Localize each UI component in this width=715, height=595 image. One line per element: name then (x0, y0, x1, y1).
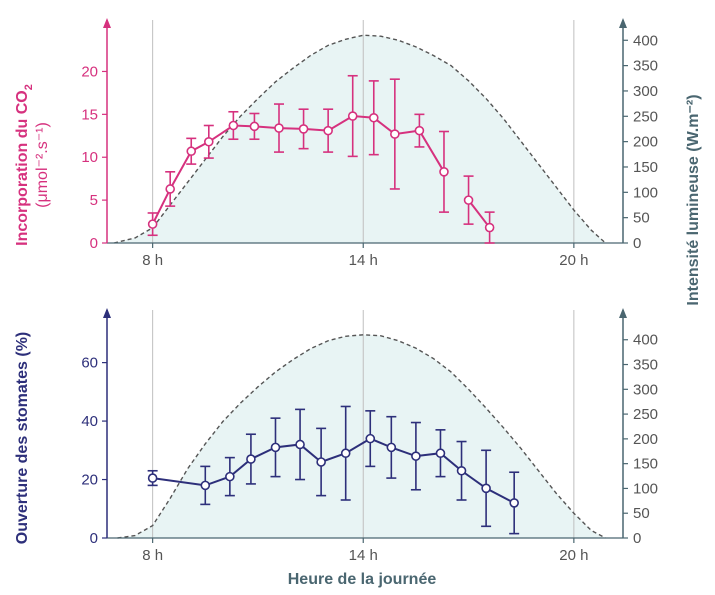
top-data-point-0-8 (323, 125, 333, 136)
top-x-tick-label-0: 8 h (142, 252, 163, 269)
bottom-right-tick-label-6: 300 (633, 381, 658, 398)
bottom-data-point-0-0 (147, 473, 158, 483)
bottom-right-tick-label-3: 150 (633, 456, 658, 473)
bottom-data-point-0-1 (200, 480, 211, 491)
top-data-point-0-2 (186, 146, 197, 157)
top-data-point-0-5 (249, 121, 260, 132)
top-data-point-1-1 (484, 222, 495, 233)
top-right-axis-arrow (619, 18, 627, 28)
bottom-data-point-0-11 (435, 448, 446, 459)
bottom-data-point-0-10 (411, 451, 421, 461)
top-left-tick-label-3: 15 (81, 106, 98, 123)
right-axis-title: Intensité lumineuse (W.m⁻²) (685, 94, 702, 305)
top-right-tick-label-0: 0 (633, 235, 641, 252)
top-right-tick-label-8: 400 (633, 32, 658, 49)
top-right-tick-label-3: 150 (633, 159, 658, 176)
bottom-x-tick-label-0: 8 h (142, 547, 163, 564)
bottom-x-tick-label-1: 14 h (349, 547, 378, 564)
top-right-tick-label-7: 350 (633, 58, 658, 75)
bottom-left-tick-label-1: 20 (81, 472, 98, 489)
top-right-tick-label-1: 50 (633, 210, 650, 227)
top-left-tick-label-0: 0 (90, 235, 98, 252)
top-data-point-0-1 (165, 184, 175, 194)
top-data-point-0-6 (274, 123, 284, 133)
top-light-curve (113, 34, 606, 244)
bottom-data-point-0-8 (365, 433, 376, 444)
top-left-axis-unit: (μmol⁻².s⁻¹) (34, 122, 51, 208)
bottom-x-tick-label-2: 20 h (559, 547, 588, 564)
bottom-data-point-0-4 (270, 442, 281, 453)
top-x-tick-label-1: 14 h (349, 252, 378, 269)
top-left-axis-title: Incorporation du CO2 (14, 84, 35, 246)
top-data-point-0-12 (414, 125, 425, 136)
bottom-data-point-0-3 (246, 454, 256, 464)
top-right-tick-label-4: 200 (633, 134, 658, 151)
bottom-light-area (117, 334, 606, 538)
bottom-left-axis-arrow (103, 308, 111, 318)
bottom-data-point-0-9 (386, 442, 397, 453)
top-data-point-0-13 (439, 167, 449, 177)
bottom-right-tick-label-5: 250 (633, 406, 658, 423)
top-data-point-0-10 (368, 112, 379, 123)
top-left-tick-label-2: 10 (81, 149, 98, 166)
top-data-point-1-0 (463, 195, 474, 205)
bottom-left-tick-label-3: 60 (81, 355, 98, 372)
top-right-tick-label-5: 250 (633, 108, 658, 125)
bottom-right-tick-label-4: 200 (633, 431, 658, 448)
bottom-left-tick-label-0: 0 (90, 530, 98, 547)
top-series-1-line (467, 199, 491, 229)
bottom-data-point-0-7 (340, 448, 351, 459)
top-x-tick-label-2: 20 h (559, 252, 588, 269)
top-data-point-0-7 (298, 124, 309, 134)
bottom-left-axis-title: Ouverture des stomates (%) (14, 332, 31, 545)
bottom-right-axis-arrow (619, 308, 627, 318)
bottom-data-point-0-14 (509, 498, 519, 508)
bottom-right-tick-label-1: 50 (633, 505, 650, 522)
top-right-tick-label-2: 100 (633, 184, 658, 201)
bottom-data-point-0-6 (316, 457, 326, 467)
bottom-right-tick-label-7: 350 (633, 357, 658, 374)
bottom-right-tick-label-2: 100 (633, 480, 658, 497)
top-data-point-0-3 (203, 136, 214, 147)
top-left-tick-label-4: 20 (81, 63, 98, 80)
bottom-data-point-0-12 (456, 465, 467, 476)
x-axis-title: Heure de la journée (288, 571, 437, 588)
bottom-data-point-0-2 (225, 471, 235, 482)
top-left-tick-label-1: 5 (90, 192, 98, 209)
bottom-right-tick-label-8: 400 (633, 332, 658, 349)
top-light-area (114, 35, 606, 243)
top-left-axis-arrow (103, 18, 111, 28)
bottom-data-point-0-13 (481, 483, 491, 494)
top-data-point-0-9 (347, 111, 358, 121)
bottom-right-tick-label-0: 0 (633, 530, 641, 547)
top-data-point-0-4 (228, 120, 239, 131)
bottom-data-point-0-5 (295, 439, 305, 450)
bottom-left-tick-label-2: 40 (81, 413, 98, 430)
stomata-opening-panel: 0 20 40 60 0 50 100 150 200 250 300 350 400 8 h 14 h 20… (81, 308, 658, 564)
top-right-tick-label-6: 300 (633, 83, 658, 100)
top-data-point-0-0 (147, 219, 158, 229)
top-data-point-0-11 (390, 129, 400, 139)
